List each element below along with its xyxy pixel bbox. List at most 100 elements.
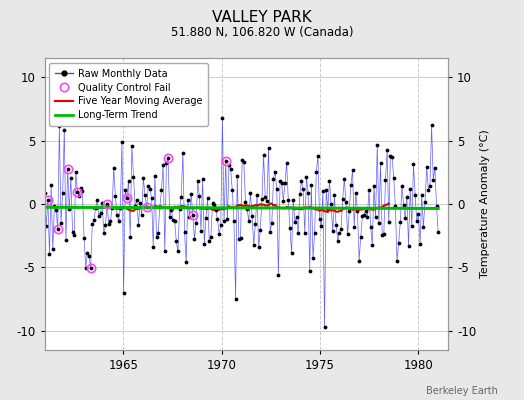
Point	[137, 212, 146, 218]
Point	[202, 215, 210, 222]
Point	[106, 218, 115, 224]
Point	[310, 230, 319, 236]
Point	[47, 182, 56, 188]
Point	[373, 142, 381, 148]
Point	[356, 233, 365, 240]
Point	[358, 213, 367, 220]
Point	[319, 188, 327, 195]
Point	[197, 227, 205, 234]
Point	[147, 195, 156, 202]
Point	[355, 258, 363, 264]
Point	[180, 228, 189, 235]
Point	[182, 259, 190, 266]
Point	[272, 186, 281, 192]
Point	[386, 153, 395, 159]
Point	[301, 230, 309, 236]
Point	[243, 206, 252, 213]
Point	[360, 212, 368, 218]
Legend: Raw Monthly Data, Quality Control Fail, Five Year Moving Average, Long-Term Tren: Raw Monthly Data, Quality Control Fail, …	[49, 63, 208, 126]
Point	[391, 203, 399, 209]
Point	[292, 214, 301, 220]
Point	[297, 178, 305, 184]
Point	[157, 187, 166, 193]
Point	[73, 189, 82, 195]
Point	[209, 200, 217, 206]
Point	[315, 216, 324, 222]
Point	[399, 202, 408, 208]
Point	[216, 222, 225, 228]
Point	[113, 211, 121, 218]
Point	[372, 214, 380, 221]
Point	[337, 226, 345, 232]
Point	[128, 142, 136, 149]
Point	[342, 198, 350, 205]
Point	[434, 229, 442, 236]
Point	[385, 219, 393, 225]
Point	[347, 182, 355, 188]
Point	[52, 206, 60, 213]
Point	[193, 178, 202, 184]
Text: VALLEY PARK: VALLEY PARK	[212, 10, 312, 25]
Point	[299, 186, 307, 193]
Point	[110, 165, 118, 171]
Point	[396, 219, 405, 226]
Point	[206, 234, 215, 240]
Point	[241, 198, 249, 205]
Point	[43, 196, 52, 203]
Point	[279, 198, 288, 204]
Point	[222, 158, 230, 164]
Point	[388, 154, 396, 160]
Point	[85, 252, 93, 259]
Point	[124, 178, 133, 184]
Point	[42, 222, 50, 229]
Point	[134, 222, 143, 228]
Point	[370, 183, 378, 189]
Point	[389, 174, 398, 181]
Point	[419, 224, 428, 231]
Point	[259, 152, 268, 158]
Point	[156, 204, 164, 210]
Point	[91, 205, 100, 212]
Point	[118, 139, 126, 146]
Point	[378, 232, 386, 238]
Point	[205, 238, 213, 245]
Point	[114, 218, 123, 225]
Point	[287, 250, 296, 256]
Point	[172, 238, 180, 244]
Point	[225, 162, 233, 168]
Point	[218, 115, 226, 121]
Point	[167, 206, 176, 213]
Point	[428, 122, 436, 128]
Point	[72, 169, 80, 175]
Point	[329, 228, 337, 234]
Point	[111, 193, 119, 200]
Point	[154, 229, 162, 236]
Point	[274, 272, 282, 278]
Point	[45, 251, 53, 257]
Point	[256, 226, 265, 233]
Point	[379, 230, 388, 237]
Point	[411, 192, 419, 198]
Point	[86, 264, 95, 271]
Point	[215, 231, 223, 237]
Point	[220, 217, 228, 224]
Point	[233, 173, 242, 179]
Point	[212, 207, 220, 214]
Point	[136, 200, 144, 206]
Point	[239, 159, 248, 165]
Point	[327, 201, 335, 208]
Point	[238, 157, 246, 163]
Point	[312, 168, 321, 175]
Point	[353, 208, 362, 214]
Text: 51.880 N, 106.820 W (Canada): 51.880 N, 106.820 W (Canada)	[171, 26, 353, 39]
Point	[269, 175, 278, 182]
Point	[255, 244, 263, 250]
Point	[149, 244, 157, 250]
Point	[49, 246, 57, 252]
Point	[236, 235, 245, 242]
Point	[332, 222, 340, 228]
Point	[235, 236, 243, 242]
Point	[90, 217, 98, 224]
Point	[96, 209, 105, 216]
Point	[164, 155, 172, 162]
